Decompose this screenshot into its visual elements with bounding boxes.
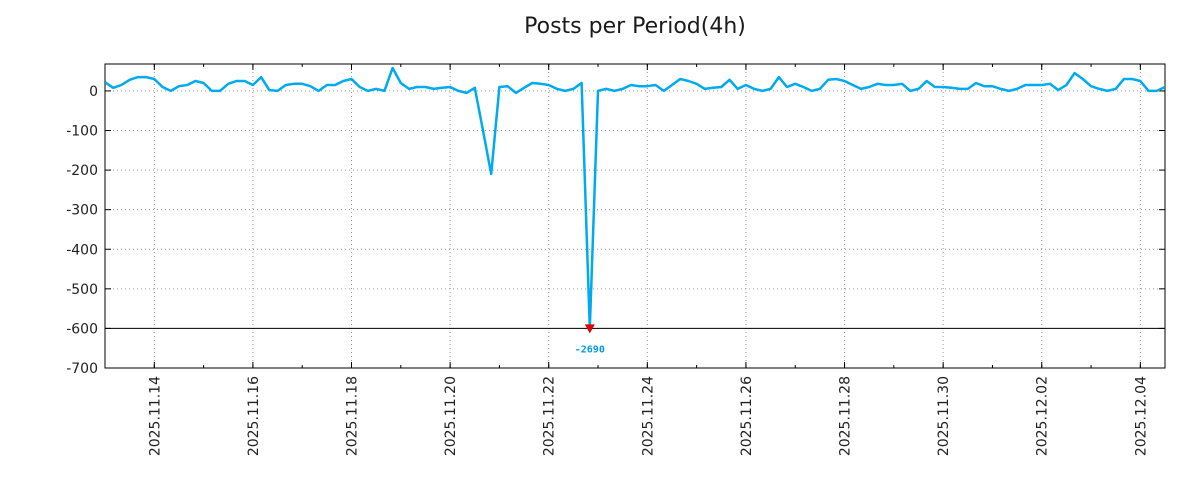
y-tick-label: -300 <box>66 203 98 219</box>
y-tick-label: -700 <box>66 361 98 377</box>
x-tick-label: 2025.11.28 <box>838 376 854 456</box>
x-tick-label: 2025.11.26 <box>739 376 755 456</box>
y-tick-label: -100 <box>66 124 98 140</box>
series-layer <box>105 66 1165 330</box>
x-tick-label: 2025.11.16 <box>246 376 262 456</box>
y-tick-label: -600 <box>66 321 98 337</box>
series-line-0 <box>105 66 1165 330</box>
grid-layer <box>105 64 1165 368</box>
x-tick-label: 2025.12.04 <box>1133 376 1149 456</box>
axis-layer: 0 -100 -200 -300 -400 -500 -600 -700 2025.11.14 2… <box>66 63 1166 456</box>
annotation-label: -2690 <box>575 344 605 355</box>
x-tick-label: 2025.11.14 <box>147 376 163 456</box>
x-tick-label: 2025.11.24 <box>640 376 656 456</box>
x-tick-label: 2025.11.18 <box>345 376 361 456</box>
chart-title: Posts per Period(4h) <box>524 14 746 39</box>
annotation-marker <box>584 324 595 334</box>
y-tick-label: -500 <box>66 282 98 298</box>
x-tick-label: 2025.11.30 <box>936 376 952 456</box>
y-tick-label: 0 <box>89 84 98 100</box>
y-tick-label: -200 <box>66 163 98 179</box>
annotation-layer: -2690 <box>575 324 605 355</box>
y-tick-label: -400 <box>66 242 98 258</box>
plot-border <box>104 63 1166 369</box>
x-tick-label: 2025.11.22 <box>542 376 558 456</box>
x-tick-label: 2025.11.20 <box>443 376 459 456</box>
x-tick-label: 2025.12.02 <box>1035 376 1051 456</box>
